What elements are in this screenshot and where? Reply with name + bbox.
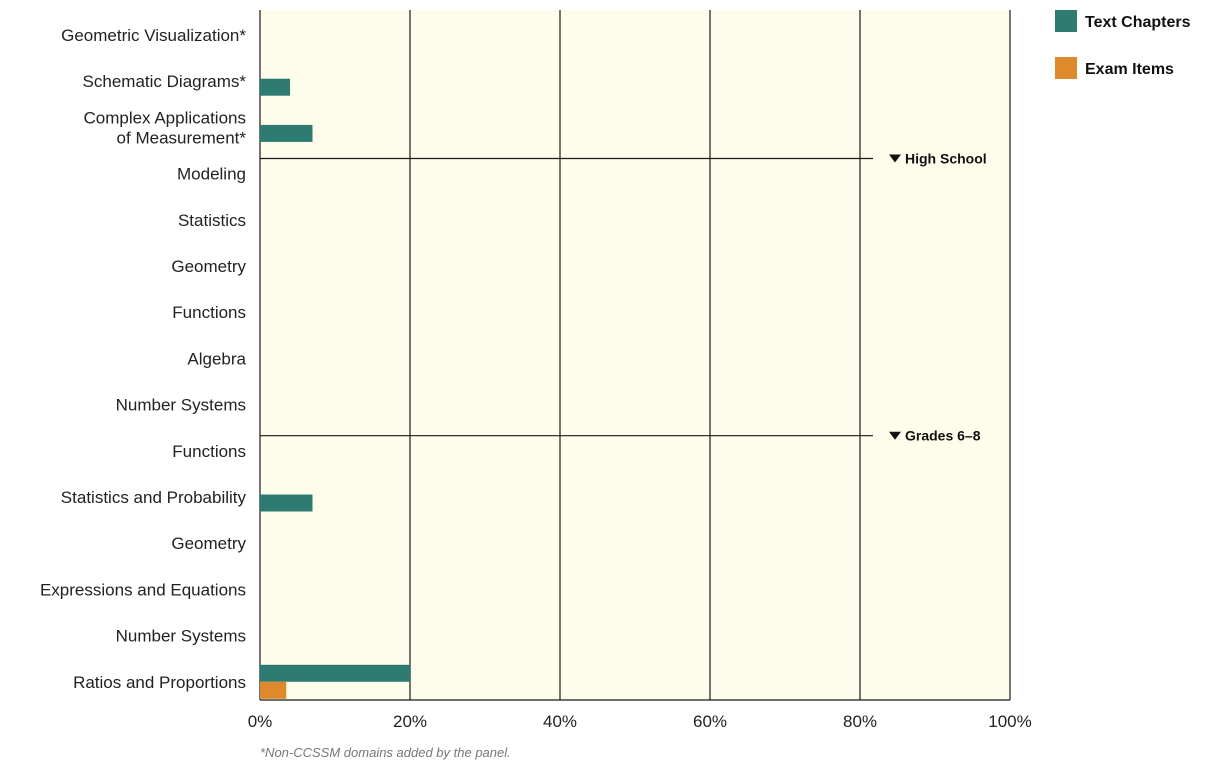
bars	[260, 78, 410, 699]
x-tick-label: 0%	[248, 712, 273, 731]
bar-text-chapters	[260, 78, 290, 96]
category-label: Complex Applications of Measurement*	[83, 108, 246, 147]
category-label: Modeling	[177, 165, 246, 184]
group-label: Grades 6–8	[905, 428, 981, 444]
category-label: Number Systems	[116, 627, 246, 646]
plot-background	[260, 10, 1010, 700]
bar-text-chapters	[260, 664, 410, 682]
category-label: Algebra	[187, 349, 246, 368]
group-label: High School	[905, 151, 987, 167]
triangle-down-icon	[889, 154, 901, 163]
category-label: Functions	[172, 303, 246, 322]
category-label: Functions	[172, 442, 246, 461]
category-label: Expressions and Equations	[40, 580, 246, 599]
legend: Text Chapters Exam Items	[1055, 10, 1191, 79]
legend-swatch	[1055, 57, 1077, 79]
category-label: Statistics	[178, 211, 246, 230]
footnote: *Non-CCSSM domains added by the panel.	[260, 745, 511, 760]
legend-label: Exam Items	[1085, 61, 1174, 78]
x-tick-label: 40%	[543, 712, 577, 731]
group-separators: High School Grades 6–8	[260, 151, 987, 444]
x-tick-label: 80%	[843, 712, 877, 731]
bar-text-chapters	[260, 494, 313, 512]
grid-lines	[259, 10, 1011, 701]
legend-swatch	[1055, 10, 1077, 32]
x-tick-label: 20%	[393, 712, 427, 731]
x-tick-label: 100%	[988, 712, 1031, 731]
category-label-line: of Measurement*	[117, 128, 247, 147]
category-label: Geometry	[171, 257, 246, 276]
triangle-down-icon	[889, 431, 901, 440]
category-label-line: Complex Applications	[83, 108, 246, 127]
category-label: Number Systems	[116, 396, 246, 415]
x-tick-label: 60%	[693, 712, 727, 731]
x-tick-labels: 0% 20% 40% 60% 80% 100%	[248, 712, 1032, 731]
category-label: Geometry	[171, 534, 246, 553]
category-label: Geometric Visualization*	[61, 26, 246, 45]
bar-exam-items	[260, 681, 287, 699]
legend-label: Text Chapters	[1085, 14, 1191, 31]
category-label: Statistics and Probability	[61, 488, 247, 507]
category-labels: Geometric Visualization* Schematic Diagra…	[40, 26, 247, 692]
bar-text-chapters	[260, 124, 313, 142]
category-label: Schematic Diagrams*	[83, 72, 247, 91]
category-label: Ratios and Proportions	[73, 673, 246, 692]
